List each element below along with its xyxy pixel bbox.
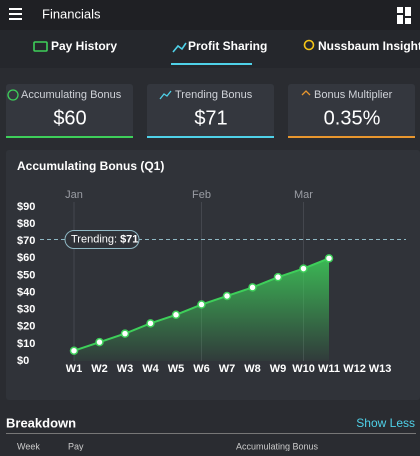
- y-tick-label: $30: [17, 304, 35, 316]
- x-tick-label: W10: [292, 363, 315, 375]
- y-tick-label: $80: [17, 218, 35, 230]
- point: [324, 254, 334, 263]
- card-label: Trending Bonus: [175, 89, 253, 101]
- x-tick-label: W7: [219, 363, 236, 375]
- x-tick-label: W6: [193, 363, 210, 375]
- y-tick-label: $40: [17, 286, 35, 298]
- x-tick-label: W9: [270, 363, 287, 375]
- y-tick-label: $20: [17, 321, 35, 333]
- y-tick-label: $60: [17, 252, 35, 264]
- column-header: Accumulating Bonus: [236, 441, 319, 451]
- chart-title: Accumulating Bonus (Q1): [17, 159, 164, 173]
- toggle-link[interactable]: Show Less: [356, 416, 415, 430]
- y-tick-label: $10: [17, 338, 35, 350]
- x-tick-label: W11: [318, 363, 340, 375]
- card-value: $60: [53, 107, 86, 129]
- tab-icon: [172, 42, 187, 53]
- y-tick-label: $0: [17, 355, 29, 367]
- x-tick-label: W5: [168, 363, 185, 375]
- month-label: Mar: [294, 189, 313, 201]
- point: [222, 291, 232, 301]
- top-bar: [0, 0, 420, 30]
- menu-icon[interactable]: [9, 8, 22, 20]
- trend-badge: [64, 230, 140, 250]
- x-tick-label: W8: [244, 363, 261, 375]
- column-header: Week: [17, 441, 40, 451]
- point: [248, 283, 257, 292]
- active-tab-indicator: [171, 63, 252, 65]
- section-title: Breakdown: [6, 415, 76, 430]
- tab[interactable]: Profit Sharing: [188, 39, 267, 53]
- point: [146, 319, 155, 328]
- card-value: $71: [194, 107, 227, 129]
- x-tick-label: W12: [343, 363, 366, 375]
- y-tick-label: $50: [17, 269, 35, 281]
- tab-icon: [303, 39, 315, 51]
- point: [69, 346, 79, 355]
- column-header: Pay: [68, 441, 84, 451]
- tab-bar: [0, 30, 420, 68]
- x-tick-label: W1: [66, 363, 83, 375]
- trend-text: Trending:: [71, 233, 117, 245]
- point: [299, 264, 308, 273]
- tab[interactable]: Nussbaum Insights: [318, 39, 420, 53]
- tab-icon: [33, 41, 48, 52]
- y-tick-label: $70: [17, 235, 35, 247]
- header-title: Financials: [42, 6, 101, 21]
- point: [197, 300, 206, 309]
- card-label: Bonus Multiplier: [314, 89, 393, 101]
- area: [74, 258, 329, 361]
- card: Trending Bonus $71: [147, 84, 274, 138]
- point: [120, 329, 130, 338]
- plot: Jan Feb Mar $0 $10 $20 $30 $40 $50 $60 $70 $80 $90 Tr…: [17, 189, 406, 375]
- month-label: Jan: [65, 189, 83, 201]
- month-label: Feb: [192, 189, 211, 201]
- apps-icon[interactable]: [397, 7, 411, 24]
- point: [171, 310, 181, 320]
- x-tick-label: W2: [91, 363, 108, 375]
- card-value: 0.35%: [324, 107, 381, 129]
- trend-label: Trending: $71: [71, 233, 138, 245]
- y-tick-label: $90: [17, 201, 35, 213]
- point: [95, 337, 104, 347]
- x-tick-label: W13: [369, 363, 392, 375]
- tab[interactable]: Pay History: [51, 39, 117, 53]
- point: [273, 272, 283, 282]
- trend-value: $71: [120, 233, 138, 245]
- card: Accumulating Bonus $60: [6, 84, 133, 138]
- card-label: Accumulating Bonus: [21, 89, 122, 101]
- x-tick-label: W3: [117, 363, 134, 375]
- divider: [6, 433, 416, 434]
- x-tick-label: W4: [142, 363, 159, 375]
- card: Bonus Multiplier 0.35%: [288, 84, 415, 138]
